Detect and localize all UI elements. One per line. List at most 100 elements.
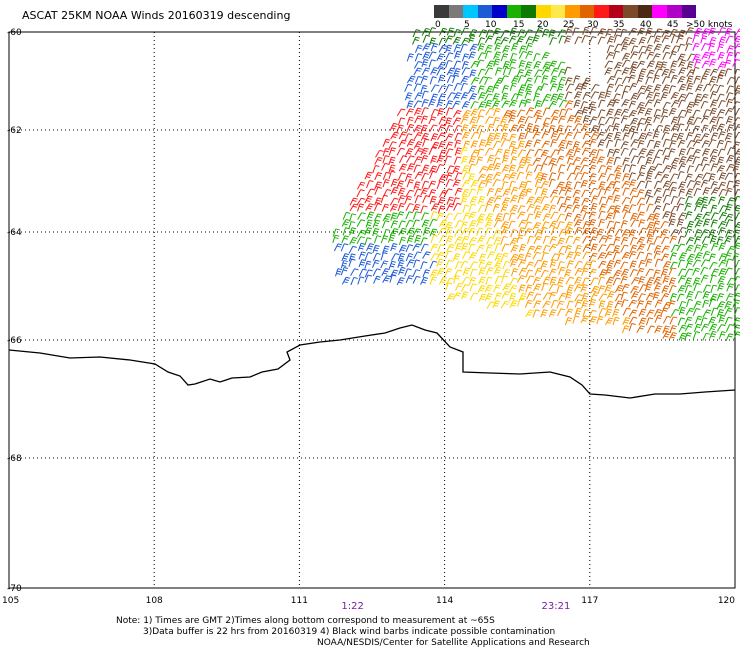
wind-barb — [612, 245, 621, 254]
wind-barb — [532, 309, 540, 318]
wind-barb — [413, 251, 422, 260]
wind-barb — [364, 269, 373, 278]
latitude-labels: -60-62-64-66-68-70 — [7, 28, 22, 594]
wind-barb — [564, 131, 573, 140]
wind-barb — [390, 212, 398, 221]
wind-barb — [605, 276, 615, 285]
wind-barb — [454, 220, 463, 228]
wind-barb — [654, 171, 663, 180]
wind-barb — [557, 237, 565, 246]
wind-barb — [668, 218, 676, 227]
wind-barb — [500, 29, 510, 38]
wind-barb — [599, 203, 607, 212]
wind-barb — [430, 155, 438, 164]
wind-barb — [660, 229, 669, 237]
wind-barb — [493, 132, 501, 141]
wind-barb — [573, 123, 583, 131]
wind-barb — [636, 300, 645, 309]
wind-barb — [412, 275, 421, 284]
wind-barb — [700, 75, 708, 84]
wind-barb — [445, 44, 453, 53]
wind-barb — [662, 275, 670, 284]
wind-barb — [429, 218, 437, 227]
wind-barb — [533, 245, 543, 254]
wind-barb — [526, 275, 535, 284]
wind-barb — [574, 172, 583, 181]
wind-barb — [716, 165, 726, 173]
wind-barb — [620, 291, 628, 300]
wind-barb — [462, 171, 471, 180]
wind-barb — [638, 148, 647, 156]
wind-barb — [436, 180, 445, 190]
wind-barb — [391, 253, 400, 261]
wind-barb — [398, 244, 407, 253]
wind-barb — [597, 123, 605, 132]
wind-barb — [533, 283, 542, 292]
wind-barb — [702, 299, 710, 308]
scale-label: 20 — [537, 20, 549, 30]
wind-barb — [398, 227, 407, 236]
wind-barb — [732, 91, 740, 100]
wind-barb — [468, 277, 477, 286]
wind-barb — [396, 108, 406, 117]
wind-barb — [533, 139, 541, 148]
wind-barb — [374, 156, 383, 165]
wind-barb — [574, 307, 582, 317]
wind-barb — [493, 171, 502, 180]
wind-barb — [460, 146, 468, 155]
wind-barb — [613, 69, 622, 78]
wind-barb — [446, 92, 456, 100]
wind-barb — [620, 244, 629, 253]
lon-tick-label: 120 — [718, 596, 735, 606]
wind-barb — [500, 37, 509, 45]
wind-barb — [485, 99, 493, 109]
wind-barb — [716, 116, 724, 125]
wind-barb — [670, 116, 679, 125]
wind-barb — [677, 116, 685, 125]
wind-barb — [382, 155, 390, 164]
wind-barb — [381, 220, 390, 229]
wind-barb — [614, 300, 623, 309]
wind-barb — [669, 235, 678, 244]
wind-barb — [468, 34, 476, 44]
wind-barb — [437, 107, 445, 117]
wind-barb — [382, 228, 391, 238]
wind-barb — [429, 170, 437, 179]
wind-barb — [558, 228, 567, 237]
scale-label: 0 — [435, 20, 441, 30]
wind-barb — [646, 51, 655, 60]
wind-barb — [445, 133, 454, 142]
wind-barb — [356, 236, 365, 244]
wind-barb — [662, 331, 671, 339]
scale-swatch — [463, 5, 478, 18]
wind-barb — [477, 43, 486, 52]
wind-barb — [686, 220, 695, 229]
wind-barb — [510, 229, 518, 238]
wind-barb — [692, 125, 700, 134]
wind-barb — [597, 28, 606, 36]
wind-barb — [581, 123, 589, 132]
scale-label: 25 — [563, 20, 575, 30]
wind-barb — [597, 109, 606, 118]
wind-barb — [518, 284, 526, 293]
wind-barb — [734, 268, 740, 276]
wind-barb — [612, 316, 620, 326]
wind-barb — [413, 61, 423, 69]
wind-barb — [710, 163, 718, 172]
wind-barb — [444, 117, 452, 126]
wind-barb — [629, 260, 637, 269]
wind-barb — [470, 179, 479, 188]
wind-barb — [366, 188, 375, 197]
time-labels: 1:22 23:21 — [341, 601, 570, 612]
wind-barb — [516, 164, 525, 173]
wind-barb — [430, 253, 439, 261]
wind-barb — [373, 213, 382, 222]
wind-barb — [422, 227, 430, 236]
wind-barb — [454, 139, 462, 148]
wind-barb — [628, 309, 638, 318]
wind-barb — [725, 219, 734, 228]
scale-label: 45 — [667, 20, 679, 30]
wind-barb — [564, 212, 573, 221]
wind-barb — [445, 178, 454, 187]
wind-barb — [734, 28, 740, 37]
